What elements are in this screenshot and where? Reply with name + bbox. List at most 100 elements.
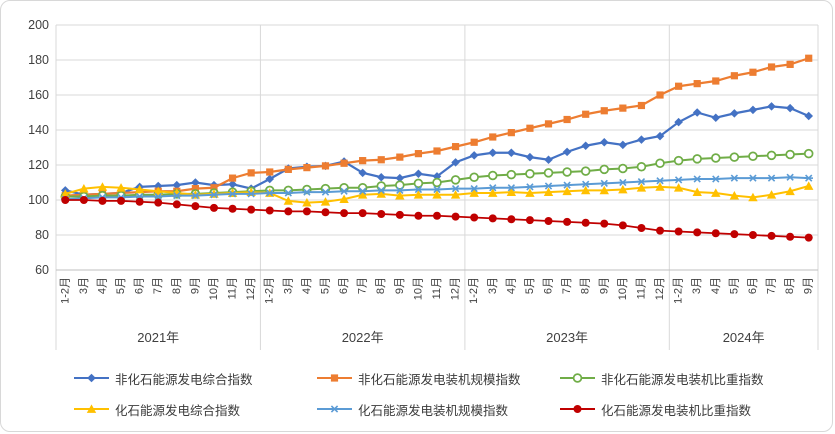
asterisk-marker-icon bbox=[655, 177, 665, 185]
diamond-marker-icon bbox=[581, 141, 590, 151]
diamond-marker-icon bbox=[785, 103, 795, 113]
diamond-marker-icon bbox=[228, 179, 237, 189]
circle-marker-icon bbox=[656, 226, 665, 235]
diamond-marker-icon bbox=[562, 147, 572, 157]
circle-marker-icon bbox=[470, 213, 479, 222]
x-tick-label: 6月 bbox=[134, 277, 146, 294]
x-tick-label: 12月 bbox=[245, 277, 257, 300]
circle-marker-icon bbox=[377, 210, 386, 218]
diamond-marker-icon bbox=[395, 173, 405, 183]
x-tick-label: 1-2月 bbox=[59, 277, 71, 304]
square-marker-icon bbox=[675, 82, 683, 90]
x-tick-label: 10月 bbox=[412, 277, 424, 300]
circle-open-marker-icon bbox=[618, 163, 628, 174]
asterisk-marker-icon bbox=[730, 174, 739, 182]
circle-marker-icon bbox=[637, 224, 646, 232]
legend-label: 非化石能源发电装机规模指数 bbox=[358, 372, 521, 387]
square-marker-icon bbox=[786, 60, 794, 68]
circle-open-marker-icon bbox=[572, 373, 583, 383]
circle-open-marker-icon bbox=[599, 164, 610, 175]
circle-open-marker-icon bbox=[432, 177, 442, 188]
circle-open-marker-icon bbox=[636, 162, 647, 172]
square-marker-icon bbox=[693, 80, 701, 88]
asterisk-marker-icon bbox=[581, 180, 590, 188]
x-tick-label: 1-2月 bbox=[468, 277, 480, 304]
square-marker-icon bbox=[210, 184, 218, 192]
asterisk-marker-icon bbox=[432, 185, 442, 194]
asterisk-marker-icon bbox=[451, 184, 460, 193]
circle-marker-icon bbox=[79, 196, 88, 204]
circle-open-marker-icon bbox=[785, 149, 795, 160]
circle-marker-icon bbox=[748, 231, 757, 239]
triangle-marker-icon bbox=[711, 188, 721, 197]
square-marker-icon bbox=[228, 174, 237, 182]
circle-marker-icon bbox=[573, 405, 582, 413]
circle-marker-icon bbox=[135, 197, 144, 206]
square-marker-icon bbox=[321, 162, 330, 170]
y-tick-label: 60 bbox=[35, 263, 49, 277]
triangle-marker-icon bbox=[580, 185, 591, 195]
x-tick-label: 1-2月 bbox=[264, 277, 276, 304]
circle-marker-icon bbox=[711, 229, 720, 238]
diamond-marker-icon bbox=[692, 108, 702, 117]
circle-marker-icon bbox=[395, 210, 404, 219]
legend-filled-circle-icon bbox=[560, 405, 595, 413]
x-tick-label: 9月 bbox=[598, 277, 610, 294]
diamond-marker-icon bbox=[767, 102, 776, 111]
square-marker-icon bbox=[600, 107, 608, 115]
asterisk-marker-icon bbox=[330, 405, 339, 413]
asterisk-marker-icon bbox=[748, 174, 758, 182]
circle-open-marker-icon bbox=[525, 169, 535, 179]
legend-label: 化石能源发电装机规模指数 bbox=[358, 403, 509, 418]
asterisk-marker-icon bbox=[544, 182, 553, 190]
triangle-marker-icon bbox=[673, 183, 684, 192]
circle-marker-icon bbox=[451, 212, 460, 221]
circle-open-marker-icon bbox=[803, 148, 814, 159]
x-tick-label: 8月 bbox=[171, 277, 183, 294]
circle-open-marker-icon bbox=[543, 168, 554, 178]
triangle-marker-icon bbox=[562, 186, 572, 196]
circle-marker-icon bbox=[61, 196, 70, 204]
square-marker-icon bbox=[451, 143, 460, 151]
legend-square-icon bbox=[317, 374, 352, 382]
y-tick-label: 100 bbox=[28, 193, 49, 207]
diamond-marker-icon bbox=[265, 174, 275, 184]
asterisk-marker-icon bbox=[246, 190, 256, 198]
circle-marker-icon bbox=[117, 196, 126, 205]
legend-item-fossil-installed-capacity-scale-index: 化石能源发电装机规模指数 bbox=[295, 396, 538, 422]
triangle-marker-icon bbox=[618, 184, 628, 194]
diamond-marker-icon bbox=[172, 180, 182, 190]
y-tick-label: 200 bbox=[28, 18, 49, 32]
square-marker-icon bbox=[303, 164, 311, 172]
x-tick-label: 3月 bbox=[282, 277, 294, 294]
asterisk-marker-icon bbox=[767, 174, 776, 182]
circle-marker-icon bbox=[228, 204, 237, 213]
square-marker-icon bbox=[330, 374, 339, 382]
asterisk-marker-icon bbox=[618, 178, 628, 187]
legend-label: 化石能源发电装机比重指数 bbox=[601, 403, 752, 418]
triangle-marker-icon bbox=[450, 190, 461, 199]
year-label: 2022年 bbox=[342, 330, 384, 345]
legend-diamond-icon bbox=[74, 373, 109, 383]
asterisk-marker-icon bbox=[265, 189, 275, 197]
triangle-marker-icon bbox=[376, 189, 386, 198]
legend-label: 非化石能源发电装机比重指数 bbox=[601, 372, 764, 387]
asterisk-marker-icon bbox=[209, 191, 219, 199]
asterisk-marker-icon bbox=[488, 184, 498, 192]
asterisk-marker-icon bbox=[339, 187, 349, 195]
asterisk-marker-icon bbox=[562, 181, 572, 189]
x-tick-label: 4月 bbox=[505, 277, 517, 294]
x-tick-label: 11月 bbox=[431, 277, 443, 299]
x-tick-label: 4月 bbox=[96, 277, 108, 294]
circle-marker-icon bbox=[414, 211, 423, 220]
circle-open-marker-icon bbox=[506, 169, 517, 180]
square-marker-icon bbox=[359, 157, 367, 165]
triangle-marker-icon bbox=[506, 187, 517, 197]
diamond-marker-icon bbox=[191, 178, 200, 187]
square-marker-icon bbox=[805, 54, 813, 62]
triangle-marker-icon bbox=[320, 197, 331, 206]
triangle-marker-icon bbox=[692, 187, 702, 197]
diamond-marker-icon bbox=[358, 168, 367, 178]
diamond-marker-icon bbox=[655, 131, 665, 141]
